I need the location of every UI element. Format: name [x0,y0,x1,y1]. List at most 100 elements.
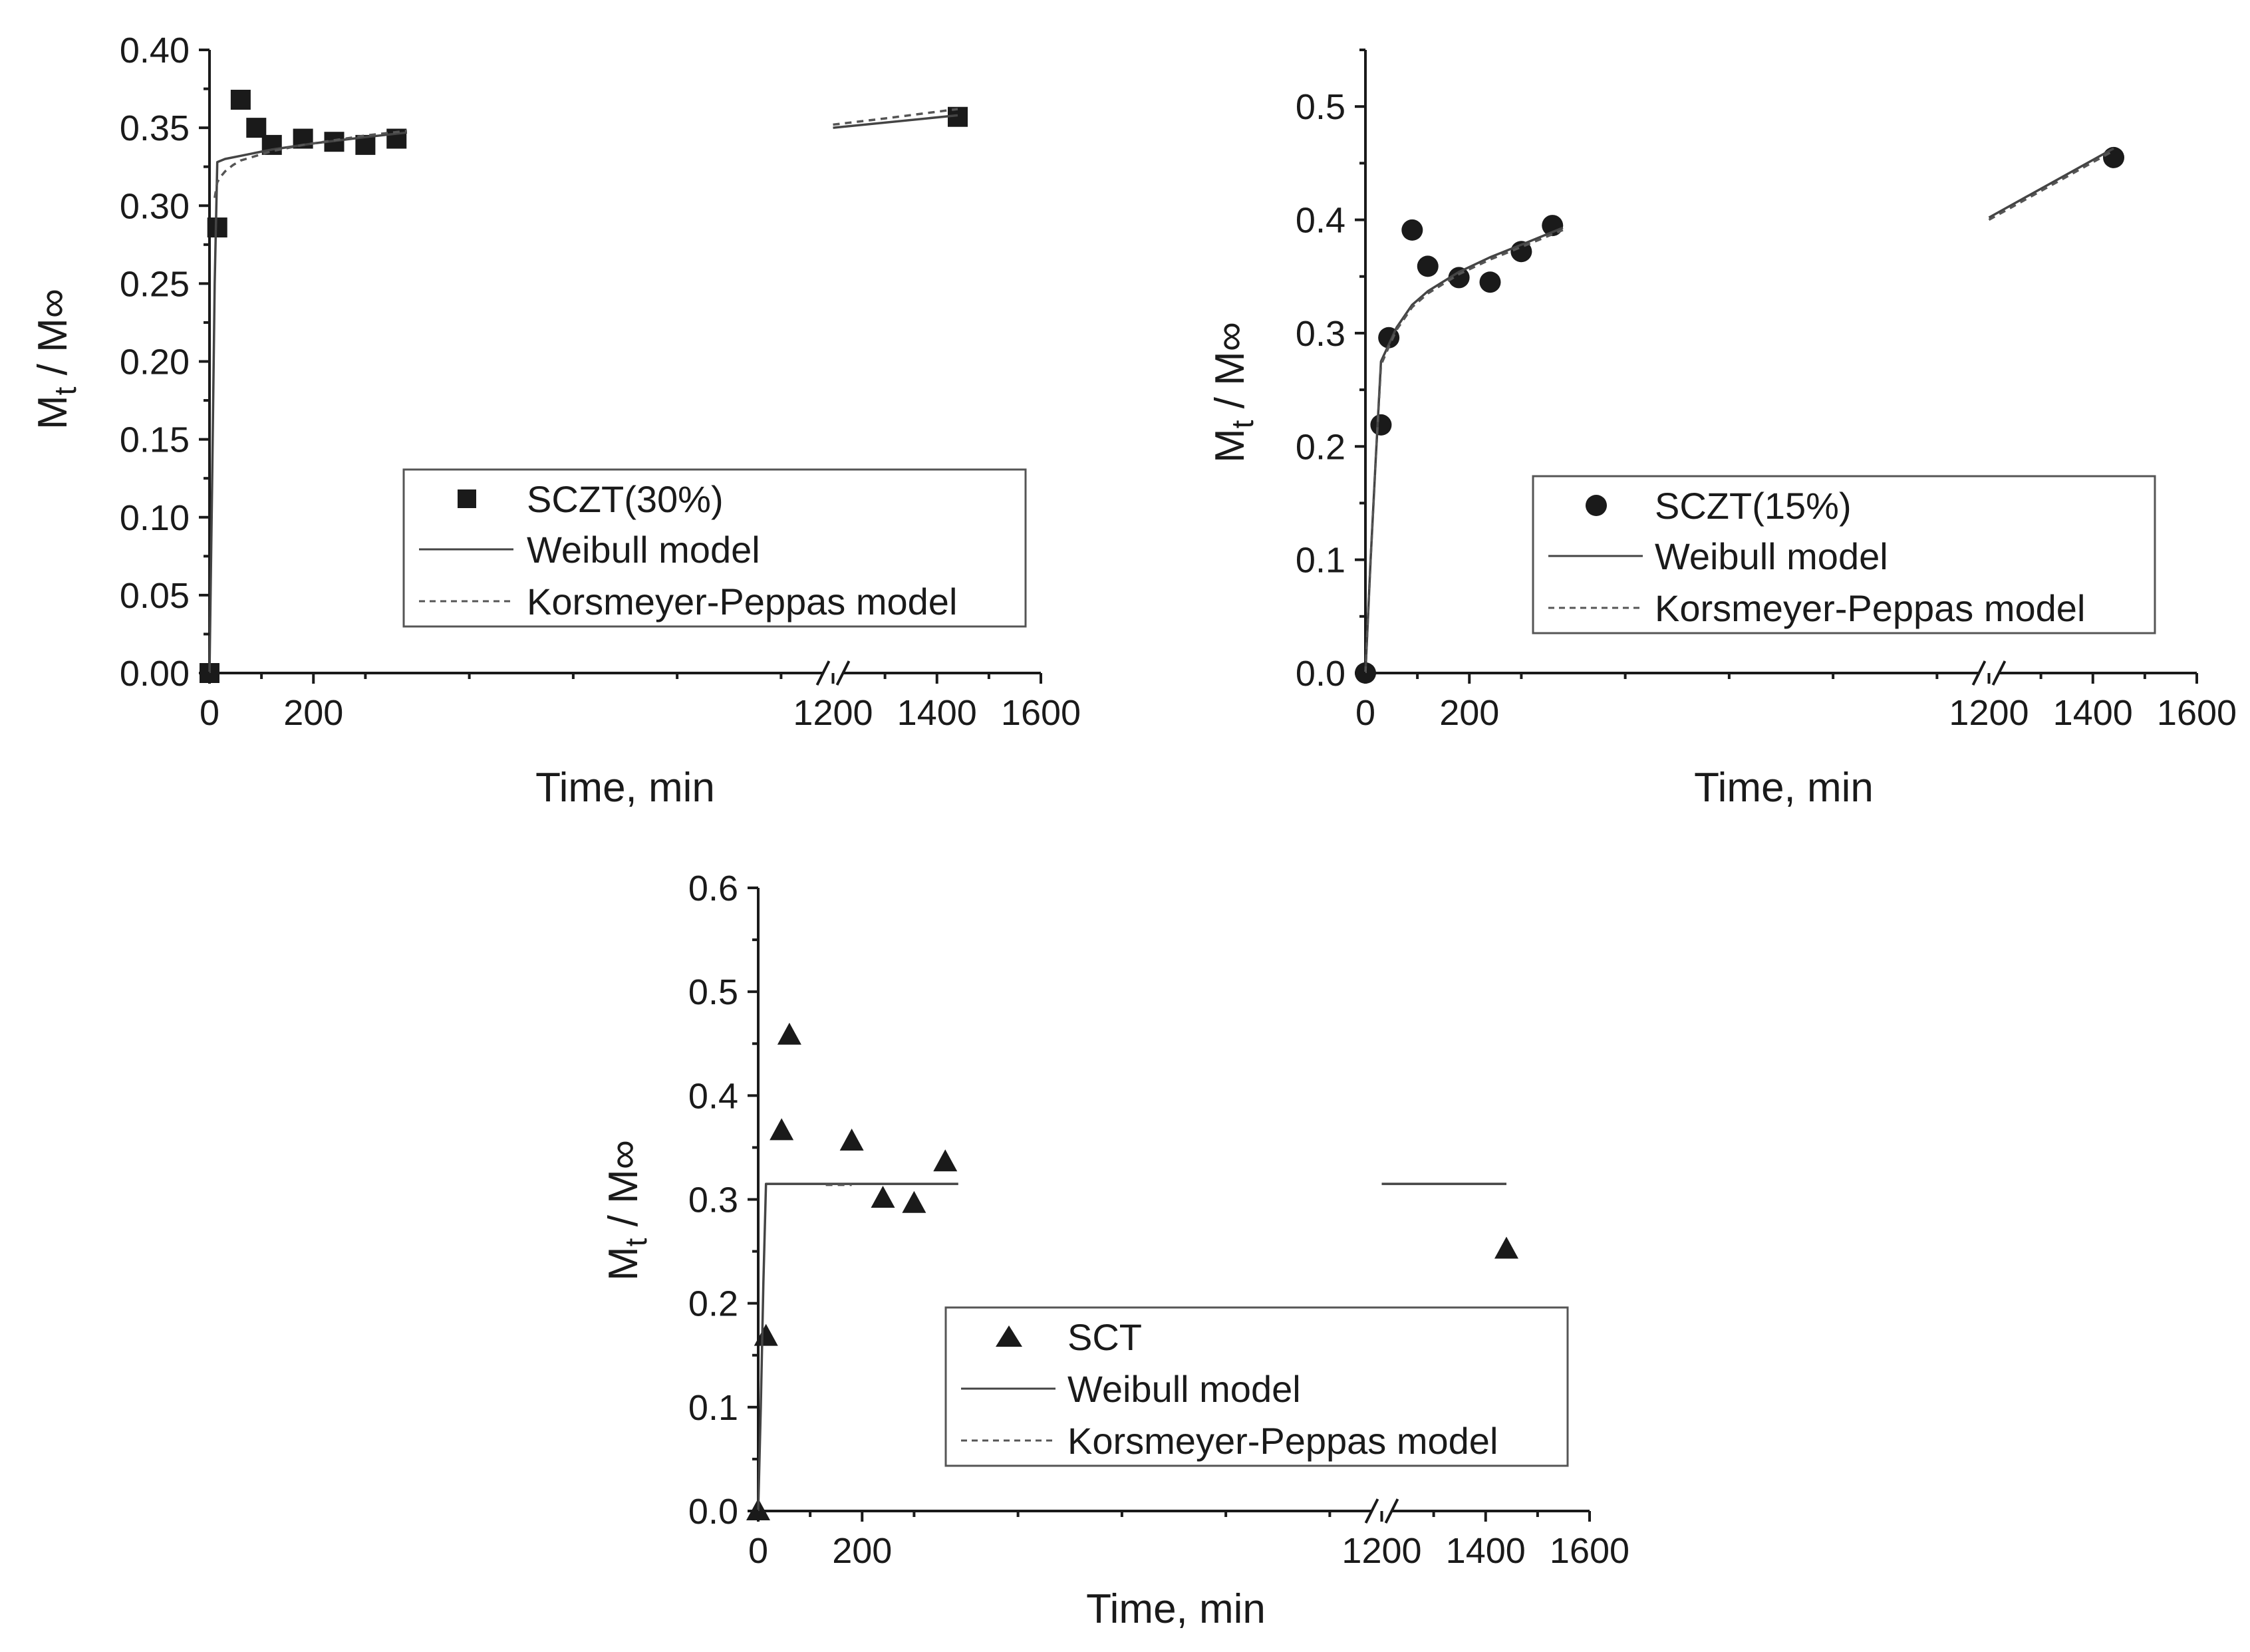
legend-label-sct: SCT [1067,1316,1142,1358]
x-tick-label: 1400 [897,693,977,733]
axis-break-stroke [835,660,851,686]
data-point-triangle [933,1149,958,1172]
panel-sczt15: 0.0 0.1 0.2 0.3 0.4 0.5 0 200 1200 1400 1600 Time… [1207,49,2237,811]
y-tick-label: 0.5 [1296,87,1345,127]
legend-label-weibull: Weibull model [1655,535,1888,577]
kp-model-line [833,108,958,126]
y-tick-label: 0.2 [1296,427,1345,467]
x-tick-label: 1400 [2053,693,2133,733]
x-tick-label: 1600 [1001,693,1081,733]
axis-break-stroke [1364,1498,1379,1524]
y-axis-title: Mt / M∞ [601,1140,653,1281]
x-ticks: 0 200 1200 1400 1600 [1355,673,2237,733]
y-ticks: 0.0 0.1 0.2 0.3 0.4 0.5 [1296,49,1365,694]
x-tick-label: 1600 [1550,1531,1629,1571]
data-point-circle [1417,255,1439,277]
x-tick-label: 1200 [1341,1531,1421,1571]
legend: SCZT(15%) Weibull model Korsmeyer-Peppas… [1532,475,2156,634]
x-tick-label: 1400 [1446,1531,1526,1571]
y-axis-title: Mt / M∞ [1207,322,1260,463]
x-ticks: 0 200 1200 1400 1600 [200,673,1081,733]
data-point-triangle [1494,1236,1518,1259]
y-tick-label: 0.35 [120,108,190,148]
y-tick-label: 0.1 [1296,541,1345,581]
data-point-triangle [777,1022,801,1045]
legend: SCZT(30%) Weibull model Korsmeyer-Peppas… [402,468,1027,628]
data-point-triangle [770,1118,794,1141]
x-tick-label: 1600 [2157,693,2237,733]
y-tick-label: 0.5 [688,972,738,1012]
y-tick-label: 0.4 [1296,201,1345,241]
x-tick-label: 200 [1439,693,1499,733]
x-tick-label: 1200 [793,693,873,733]
x-ticks: 0 200 1200 1400 1600 [748,1511,1629,1571]
data-point-triangle [871,1185,895,1208]
data-point-triangle [902,1190,926,1213]
plot-area [746,888,1590,1520]
x-tick-label: 200 [283,693,343,733]
y-tick-label: 0.25 [120,264,190,304]
y-tick-label: 0.40 [120,31,190,70]
y-axis-title: Mt / M∞ [30,289,82,430]
data-point-circle [2103,146,2124,168]
axis-break-stroke [1384,1498,1399,1524]
legend-box [944,1306,1569,1467]
y-tick-label: 0.0 [1296,654,1345,694]
legend-label-kp: Korsmeyer-Peppas model [1067,1420,1498,1462]
kp-model-line [1988,150,2114,221]
weibull-model-line [208,131,408,674]
weibull-model-line [757,1182,958,1512]
legend-label-sczt15: SCZT(15%) [1655,485,1852,527]
legend-marker-triangle [996,1325,1022,1347]
y-tick-label: 0.10 [120,498,190,538]
legend-label-weibull: Weibull model [1067,1368,1301,1410]
data-point-circle [1401,219,1423,241]
kp-model-line [1364,229,1564,674]
y-tick-label: 0.0 [688,1492,738,1532]
legend-label-kp: Korsmeyer-Peppas model [527,581,957,622]
x-axis-title: Time, min [535,765,715,811]
y-tick-label: 0.2 [688,1284,738,1324]
x-tick-label: 200 [832,1531,892,1571]
y-tick-label: 0.00 [120,654,190,694]
weibull-model-line [833,114,958,129]
axis-break-mark [815,660,851,686]
legend-label-kp: Korsmeyer-Peppas model [1655,587,2085,629]
axis-break-stroke [1971,660,1987,686]
x-axis-title: Time, min [1694,765,1874,811]
plot-area [200,50,1041,683]
y-tick-label: 0.4 [688,1076,738,1116]
y-tick-label: 0.6 [688,869,738,908]
weibull-model-line [1988,147,2114,219]
legend-label-sczt30: SCZT(30%) [527,478,724,520]
y-tick-label: 0.15 [120,420,190,460]
axis-break-stroke [1991,660,2007,686]
y-tick-label: 0.3 [1296,314,1345,354]
data-point-square [230,89,251,110]
axis-break-stroke [815,660,831,686]
legend-label-weibull: Weibull model [527,529,760,571]
y-tick-label: 0.05 [120,576,190,616]
y-tick-label: 0.1 [688,1388,738,1428]
x-axis-title: Time, min [1086,1586,1266,1632]
data-point-circle [1370,414,1392,436]
x-tick-label: 1200 [1949,693,2029,733]
plot-area [1355,50,2197,684]
legend-marker-circle [1586,495,1607,516]
axis-break-mark [1364,1498,1399,1524]
panel-sct: 0.0 0.1 0.2 0.3 0.4 0.5 0.6 0 200 1200 1400 1600 T… [601,869,1629,1632]
y-tick-label: 0.30 [120,186,190,226]
y-tick-label: 0.3 [688,1180,738,1220]
legend-marker-square [458,489,476,508]
weibull-model-line [1364,226,1564,674]
data-point-circle [1479,271,1501,293]
data-point-triangle [754,1323,778,1346]
x-tick-label: 0 [748,1531,768,1571]
x-tick-label: 0 [1355,693,1375,733]
data-point-square [207,217,227,238]
kp-model-line [213,130,408,198]
legend: SCT Weibull model Korsmeyer-Peppas model [944,1306,1569,1467]
y-ticks: 0.00 0.05 0.10 0.15 0.20 0.25 0.30 0.35 0.40 [120,31,210,694]
y-ticks: 0.0 0.1 0.2 0.3 0.4 0.5 0.6 [688,869,758,1532]
